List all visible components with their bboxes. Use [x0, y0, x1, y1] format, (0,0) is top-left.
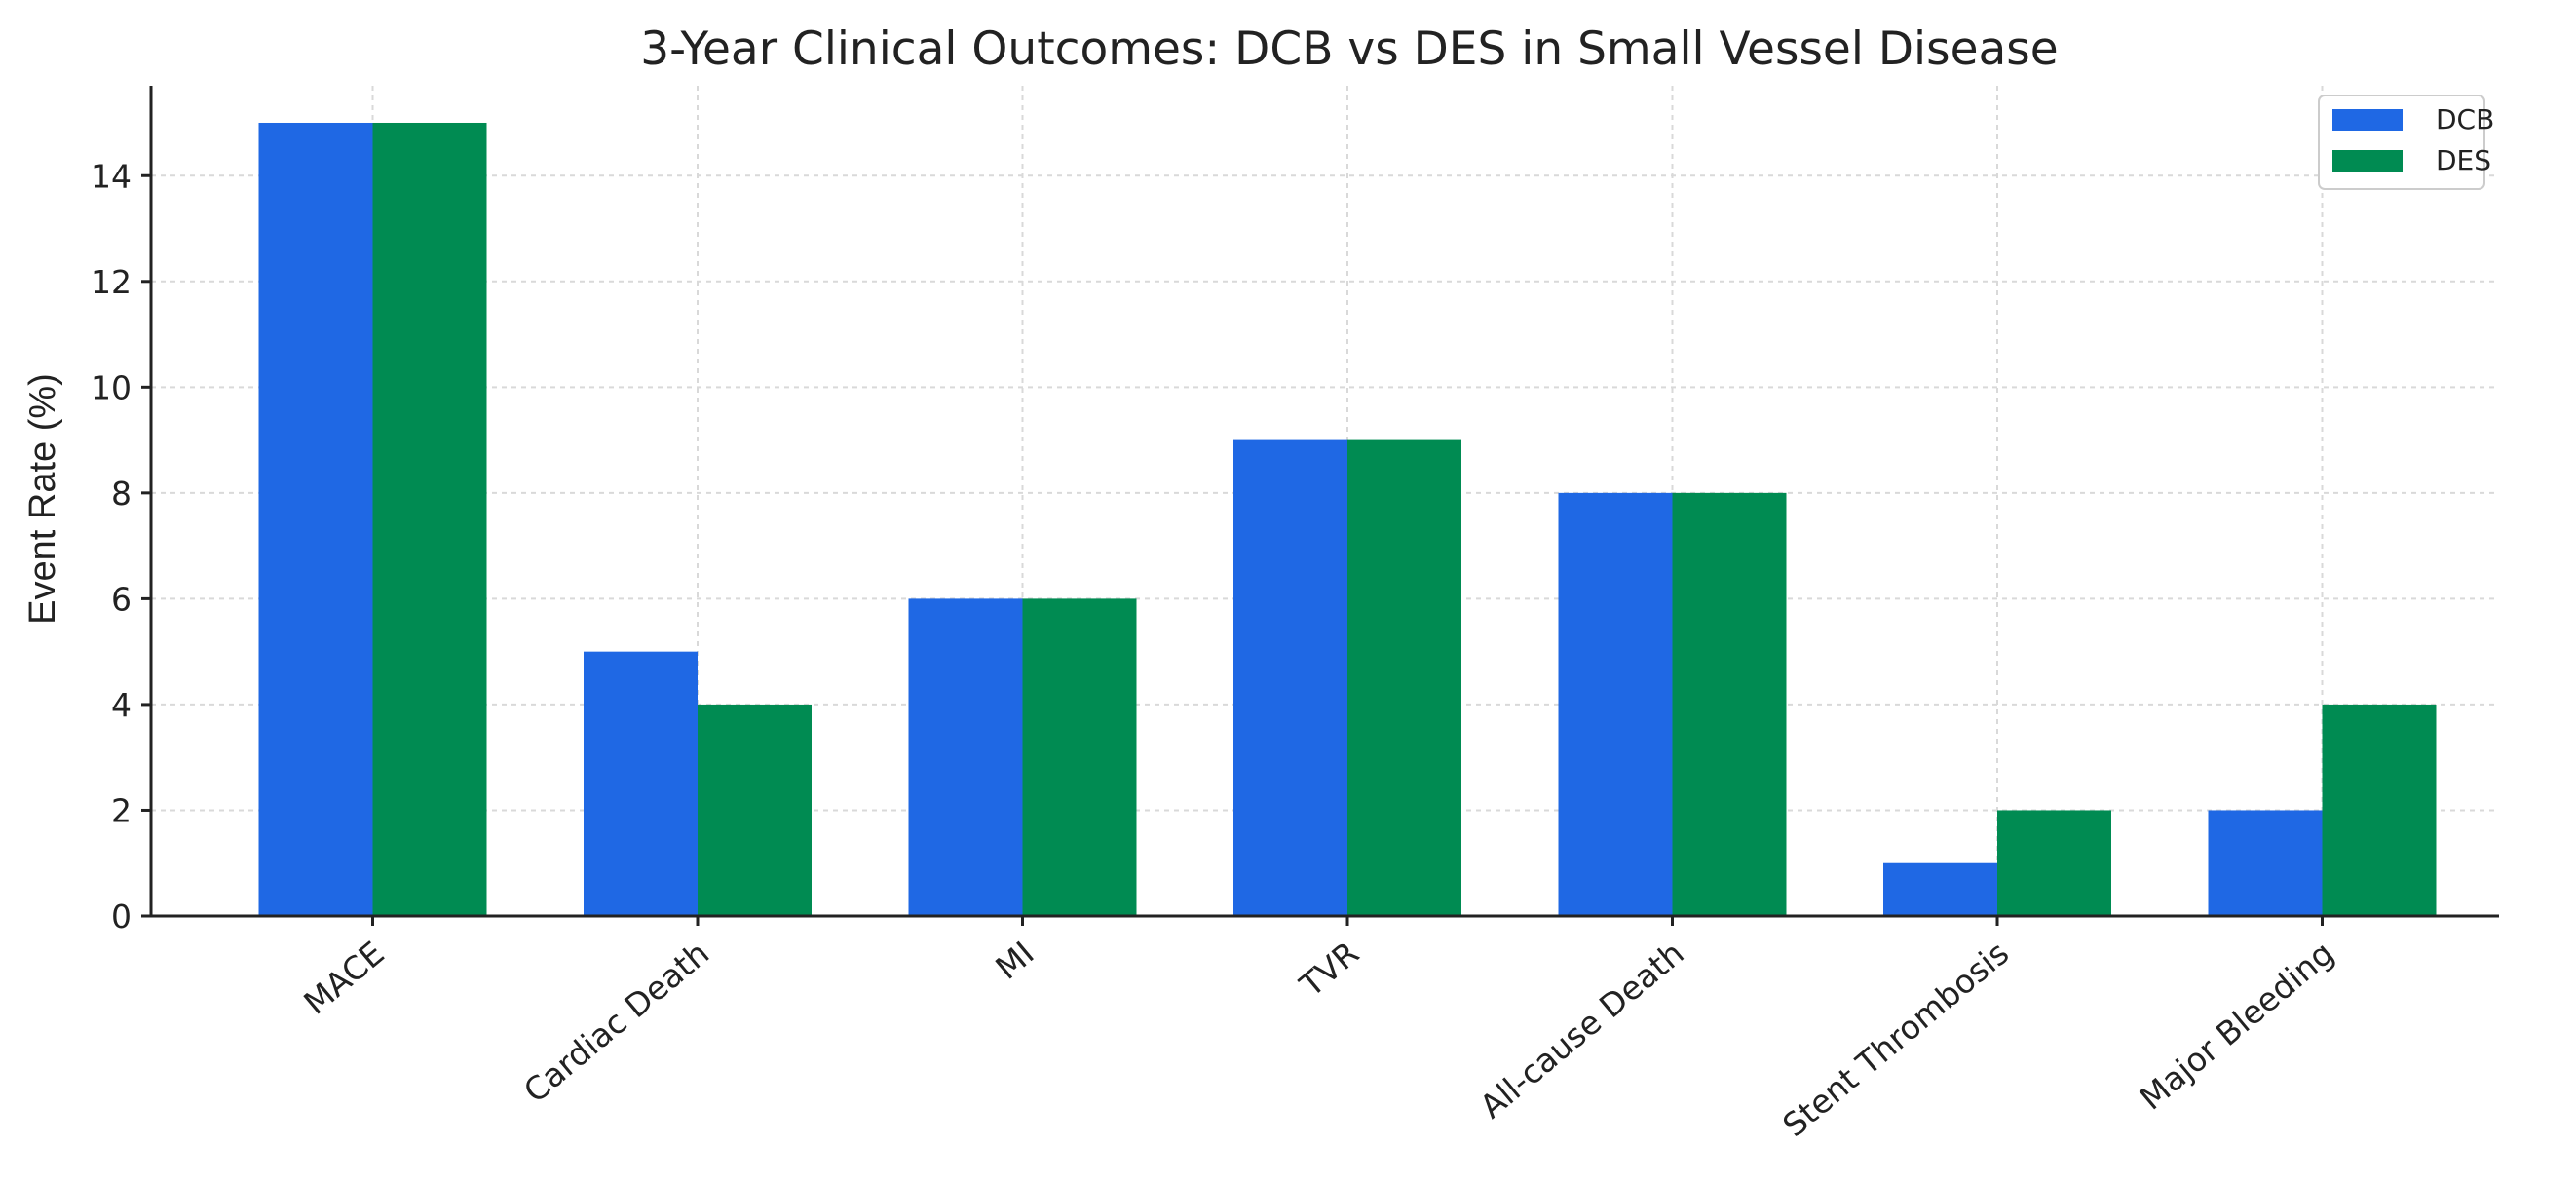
legend: DCB DES	[2318, 95, 2494, 190]
y-tick-label: 2	[111, 791, 132, 829]
legend-swatch-des	[2332, 150, 2403, 172]
legend-label-dcb: DCB	[2436, 103, 2494, 135]
bar-des-all-cause-death	[1672, 492, 1787, 916]
y-tick-label: 8	[111, 475, 132, 513]
chart-title: 3-Year Clinical Outcomes: DCB vs DES in …	[640, 22, 2058, 76]
bars	[258, 122, 2437, 917]
bar-dcb-mace	[258, 122, 373, 917]
x-tick-label: Major Bleeding	[2133, 934, 2341, 1117]
y-tick-label: 12	[91, 263, 132, 301]
bar-des-tvr	[1347, 439, 1461, 916]
y-tick-label: 10	[91, 368, 132, 406]
bar-des-mi	[1022, 598, 1137, 916]
y-tick-label: 6	[111, 580, 132, 618]
legend-swatch-dcb	[2332, 109, 2403, 131]
bar-des-mace	[372, 122, 487, 917]
legend-label-des: DES	[2436, 144, 2491, 176]
bar-dcb-tvr	[1233, 439, 1347, 916]
x-tick-label: Cardiac Death	[516, 934, 716, 1110]
x-tick-label: MACE	[296, 934, 391, 1022]
x-tick-label: All-cause Death	[1472, 934, 1690, 1126]
bar-des-stent-thrombosis	[1997, 810, 2111, 916]
bar-des-major-bleeding	[2322, 704, 2437, 916]
y-tick-label: 4	[111, 686, 132, 724]
axes	[149, 86, 2499, 918]
x-tick-label: Stent Thrombosis	[1775, 934, 2016, 1144]
y-tick-labels: 0 2 4 6 8 10 12 14	[91, 157, 151, 936]
bar-dcb-major-bleeding	[2208, 810, 2323, 916]
x-tick-label: MI	[988, 934, 1041, 986]
x-tick-label: TVR	[1292, 934, 1366, 1005]
bar-dcb-cardiac-death	[584, 651, 698, 916]
bar-dcb-stent-thrombosis	[1883, 862, 1997, 916]
y-tick-label: 0	[111, 898, 132, 936]
bar-dcb-mi	[908, 598, 1023, 916]
x-tick-labels: MACE Cardiac Death MI TVR All-cause Death Ste…	[296, 916, 2341, 1144]
y-axis-label: Event Rate (%)	[22, 373, 63, 625]
y-tick-label: 14	[91, 157, 132, 195]
bar-des-cardiac-death	[698, 704, 812, 916]
bar-dcb-all-cause-death	[1558, 492, 1673, 916]
